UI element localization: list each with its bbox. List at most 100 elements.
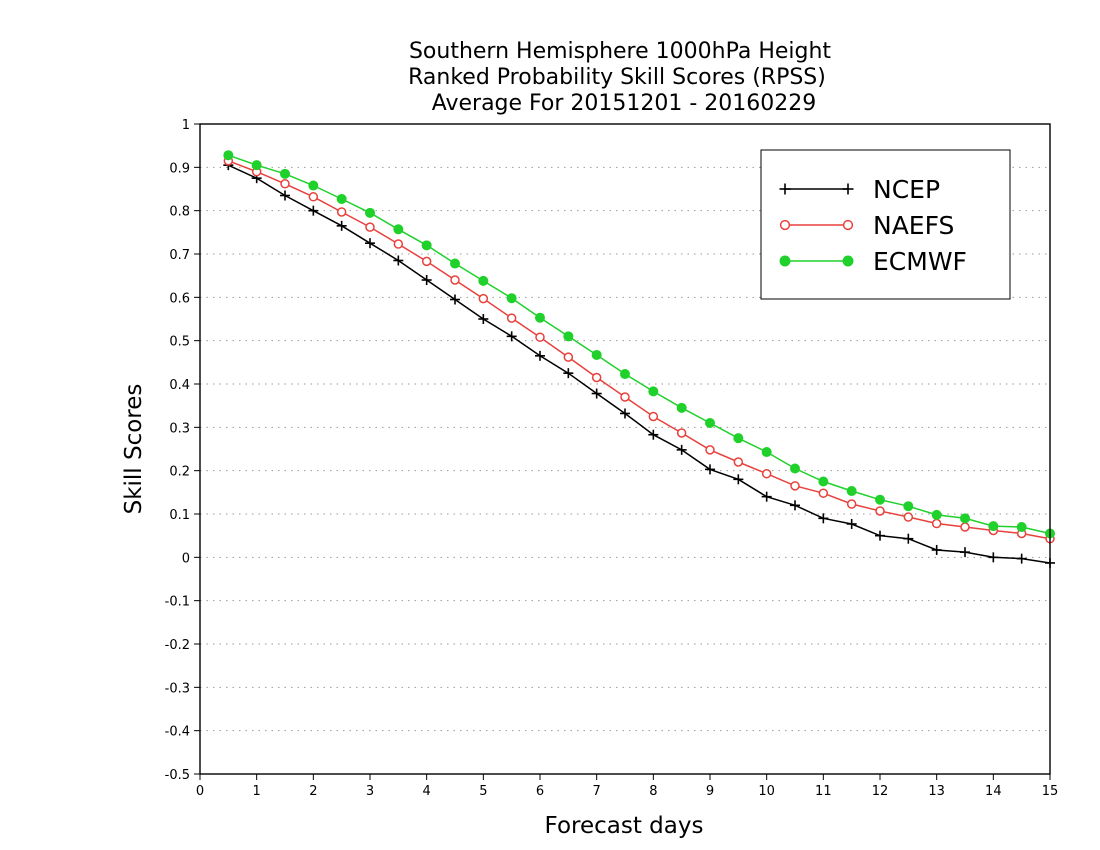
data-point-ncep: [1016, 553, 1027, 564]
data-point-naefs: [648, 411, 659, 422]
data-point-naefs: [478, 293, 489, 304]
data-point-ncep: [790, 500, 800, 511]
legend-marker: [779, 183, 791, 195]
y-tick-label: 0: [182, 551, 190, 566]
y-tick-label: 0.1: [169, 508, 190, 523]
data-point-ecmwf: [875, 494, 885, 505]
y-tick-label: 0.9: [169, 161, 190, 176]
data-point-ecmwf: [790, 463, 800, 474]
data-point-ncep: [450, 294, 460, 305]
data-point-naefs: [280, 179, 290, 189]
data-point-ecmwf: [450, 258, 460, 269]
series-line-naefs: [228, 160, 1051, 540]
data-point-naefs: [393, 239, 404, 249]
legend-marker: [842, 255, 854, 267]
data-point-ecmwf: [988, 521, 999, 532]
data-point-ecmwf: [818, 476, 829, 487]
data-point-ecmwf: [931, 509, 942, 520]
data-point-ecmwf: [903, 501, 914, 512]
data-point-ecmwf: [705, 418, 715, 428]
title-line-3: Average For 20151201 - 20160229: [432, 91, 817, 116]
data-point-ecmwf: [535, 312, 545, 323]
legend-item-ecmwf: ECMWF: [779, 247, 967, 276]
x-tick-label: 11: [815, 784, 832, 799]
x-tick-label: 15: [1042, 784, 1059, 799]
data-point-naefs: [733, 457, 744, 467]
legend-marker: [779, 255, 791, 267]
x-tick-label: 3: [366, 784, 374, 799]
legend-item-ncep: NCEP: [779, 175, 940, 204]
x-tick-label: 1: [253, 784, 261, 799]
legend-label-ecmwf: ECMWF: [873, 247, 967, 276]
x-tick-label: 6: [536, 784, 544, 799]
legend-label-ncep: NCEP: [873, 175, 940, 204]
series-line-ncep: [227, 164, 1051, 564]
data-point-ecmwf: [620, 369, 630, 380]
x-tick-label: 9: [706, 784, 714, 799]
data-point-ncep: [818, 513, 829, 524]
x-axis: 0 1 2 3 4 5 6 7 8 9 10 11 12 13 14 15: [196, 774, 1058, 799]
data-point-naefs: [535, 332, 545, 342]
y-tick-label: 0.5: [169, 335, 190, 350]
data-point-naefs: [761, 468, 772, 479]
data-point-ecmwf: [1016, 522, 1027, 532]
data-point-naefs: [563, 352, 574, 362]
data-point-ncep: [308, 205, 319, 216]
data-point-ncep: [280, 190, 290, 201]
data-point-naefs: [790, 481, 800, 491]
y-tick-label: -0.2: [165, 638, 190, 653]
x-tick-label: 13: [928, 784, 945, 799]
data-point-ncep: [563, 368, 574, 379]
y-tick-label: 0.3: [169, 421, 190, 436]
data-point-ncep: [620, 408, 630, 419]
data-point-ecmwf: [591, 349, 602, 360]
data-point-ecmwf: [421, 240, 432, 251]
data-point-ecmwf: [280, 168, 290, 179]
data-point-naefs: [960, 522, 970, 532]
x-tick-label: 2: [309, 784, 317, 799]
series-group: [223, 150, 1055, 568]
data-point-naefs: [450, 275, 460, 285]
x-tick-label: 10: [758, 784, 775, 799]
x-tick-label: 12: [872, 784, 889, 799]
data-point-ecmwf: [251, 160, 262, 171]
data-point-ecmwf: [506, 293, 517, 304]
data-point-naefs: [308, 192, 319, 202]
chart-title: Southern Hemisphere 1000hPa Height Ranke…: [408, 39, 831, 116]
plot-frame: [199, 123, 1051, 775]
y-tick-label: 0.2: [169, 465, 190, 480]
x-tick-label: 4: [423, 784, 431, 799]
data-point-ncep: [960, 547, 970, 558]
data-point-naefs: [931, 518, 942, 529]
y-tick-label: 0.4: [169, 378, 190, 393]
data-point-ecmwf: [648, 386, 659, 397]
data-point-ecmwf: [960, 513, 970, 524]
data-point-ecmwf: [761, 447, 772, 458]
data-point-ncep: [393, 255, 404, 266]
data-point-ncep: [931, 544, 942, 555]
data-point-ecmwf: [676, 402, 687, 413]
data-point-ncep: [875, 530, 885, 541]
data-point-ncep: [903, 533, 914, 544]
series-ecmwf: [223, 150, 1055, 539]
y-axis-title: Skill Scores: [121, 384, 147, 515]
data-point-ncep: [535, 350, 545, 361]
y-tick-label: 0.6: [169, 291, 190, 306]
data-point-ncep: [676, 444, 687, 455]
data-point-naefs: [705, 445, 715, 455]
data-point-naefs: [421, 256, 432, 267]
data-point-ecmwf: [336, 193, 347, 204]
data-point-ecmwf: [846, 486, 857, 497]
y-tick-label: -0.5: [165, 768, 190, 783]
x-tick-label: 7: [593, 784, 601, 799]
legend-marker: [842, 183, 854, 195]
y-axis: -0.5 -0.4 -0.3 -0.2 -0.1 0 0.1 0.2 0.3 0.4 0.5 0.6 0…: [165, 118, 200, 783]
legend: NCEP NAEFS ECMWF: [760, 149, 1011, 300]
y-tick-label: 0.8: [169, 205, 190, 220]
x-tick-label: 14: [985, 784, 1002, 799]
x-tick-label: 0: [196, 784, 204, 799]
data-point-naefs: [903, 512, 914, 522]
legend-marker: [842, 219, 854, 231]
x-tick-label: 8: [649, 784, 657, 799]
